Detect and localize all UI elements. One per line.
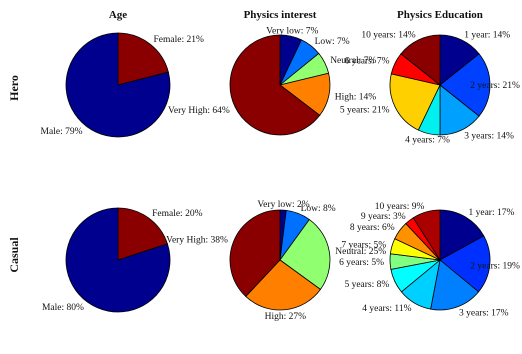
pie-slice-label: Very High: 64% <box>168 106 230 116</box>
pie-slice-2-years <box>439 53 491 117</box>
pie-slice-label: 5 years: 21% <box>340 105 390 115</box>
pie-slice-label: 5 years: 8% <box>344 280 389 290</box>
pie-slice-label: 10 years: 14% <box>361 31 415 41</box>
pie-slice-label: 3 years: 14% <box>464 132 514 142</box>
pie-slice-label: 10 years: 9% <box>375 202 425 212</box>
pie-slice-label: Very High: 38% <box>166 235 228 245</box>
pie-slice-label: 2 years: 19% <box>470 261 520 271</box>
pie-slice-label: 4 years: 7% <box>405 136 450 146</box>
pie-slice-5-years <box>389 73 441 131</box>
pie-slice-label: High: 14% <box>335 93 377 103</box>
pie-slice-label: High: 27% <box>265 312 307 322</box>
pie-slice-label: Female: 20% <box>152 209 202 219</box>
pie-slice-label: 1 year: 14% <box>464 31 510 41</box>
column-title-physics-interest: Physics interest <box>244 9 317 21</box>
pie-slice-female <box>117 32 169 86</box>
pie-slice-label: 1 year: 17% <box>469 208 515 218</box>
pie-hero-age: Female: 21% Male: 79% <box>41 32 204 138</box>
pie-slice-very-high <box>229 34 321 136</box>
pie-slice-male <box>65 32 171 138</box>
pie-casual-age: Female: 20% Male: 80% <box>42 207 203 313</box>
pie-charts-group: Female: 21% Male: 79% Very low: 7%Low: 7% N… <box>41 26 520 321</box>
pie-slice-label: Neutral: 7% <box>330 56 376 66</box>
pie-slice-female <box>117 207 168 261</box>
pie-slice-label: Male: 80% <box>42 303 84 313</box>
pie-slice-3-years <box>430 259 480 311</box>
pie-slice-label: 9 years: 3% <box>361 212 406 222</box>
column-title-age: Age <box>109 9 127 21</box>
pie-slice-label: Very low: 2% <box>257 200 309 210</box>
pie-slice-10-years <box>412 209 441 262</box>
pie-slice-label: 4 years: 11% <box>362 304 411 314</box>
pie-slice-label: Low: 7% <box>315 37 350 47</box>
pie-hero-physics-education: 1 year: 14% 2 years: 21% 3 years: 14% 4 yea… <box>340 31 520 146</box>
pie-slice-male <box>65 207 171 313</box>
pie-slice-label: 2 years: 21% <box>470 81 520 91</box>
pie-slice-10-years <box>400 34 441 86</box>
pie-slice-label: 7 years: 5% <box>341 240 386 250</box>
pie-slice-label: Neutral: 25% <box>335 247 386 257</box>
pie-slice-neutral <box>279 218 331 290</box>
row-title-casual: Casual <box>7 237 21 273</box>
pie-slice-label: Low: 8% <box>301 204 336 214</box>
pie-hero-physics-interest: Very low: 7%Low: 7% Neutral: 7% High: 14% V… <box>168 26 377 136</box>
pie-slice-2-years <box>439 235 491 293</box>
pie-slice-label: 6 years: 5% <box>339 258 384 268</box>
column-title-physics-education: Physics Education <box>397 9 483 21</box>
pie-slice-label: Female: 21% <box>154 35 204 45</box>
pie-slice-1-year <box>439 209 485 261</box>
pie-slice-very-high <box>229 209 281 298</box>
pie-slice-label: 8 years: 6% <box>350 223 395 233</box>
pie-slice-label: 6 years: 7% <box>345 57 390 67</box>
pie-casual-physics-interest: Very low: 2%Low: 8% Neutral: 25% High: 27%… <box>166 200 386 322</box>
pie-slice-label: Male: 79% <box>41 127 83 137</box>
pie-slice-label: Very low: 7% <box>266 26 318 36</box>
row-title-hero: Hero <box>7 75 21 101</box>
pie-slice-label: 3 years: 17% <box>459 309 509 319</box>
pie-slice-high <box>245 259 322 311</box>
pie-casual-physics-education: 1 year: 17% 2 years: 19% 3 years: 17% 4 yea… <box>339 202 520 319</box>
